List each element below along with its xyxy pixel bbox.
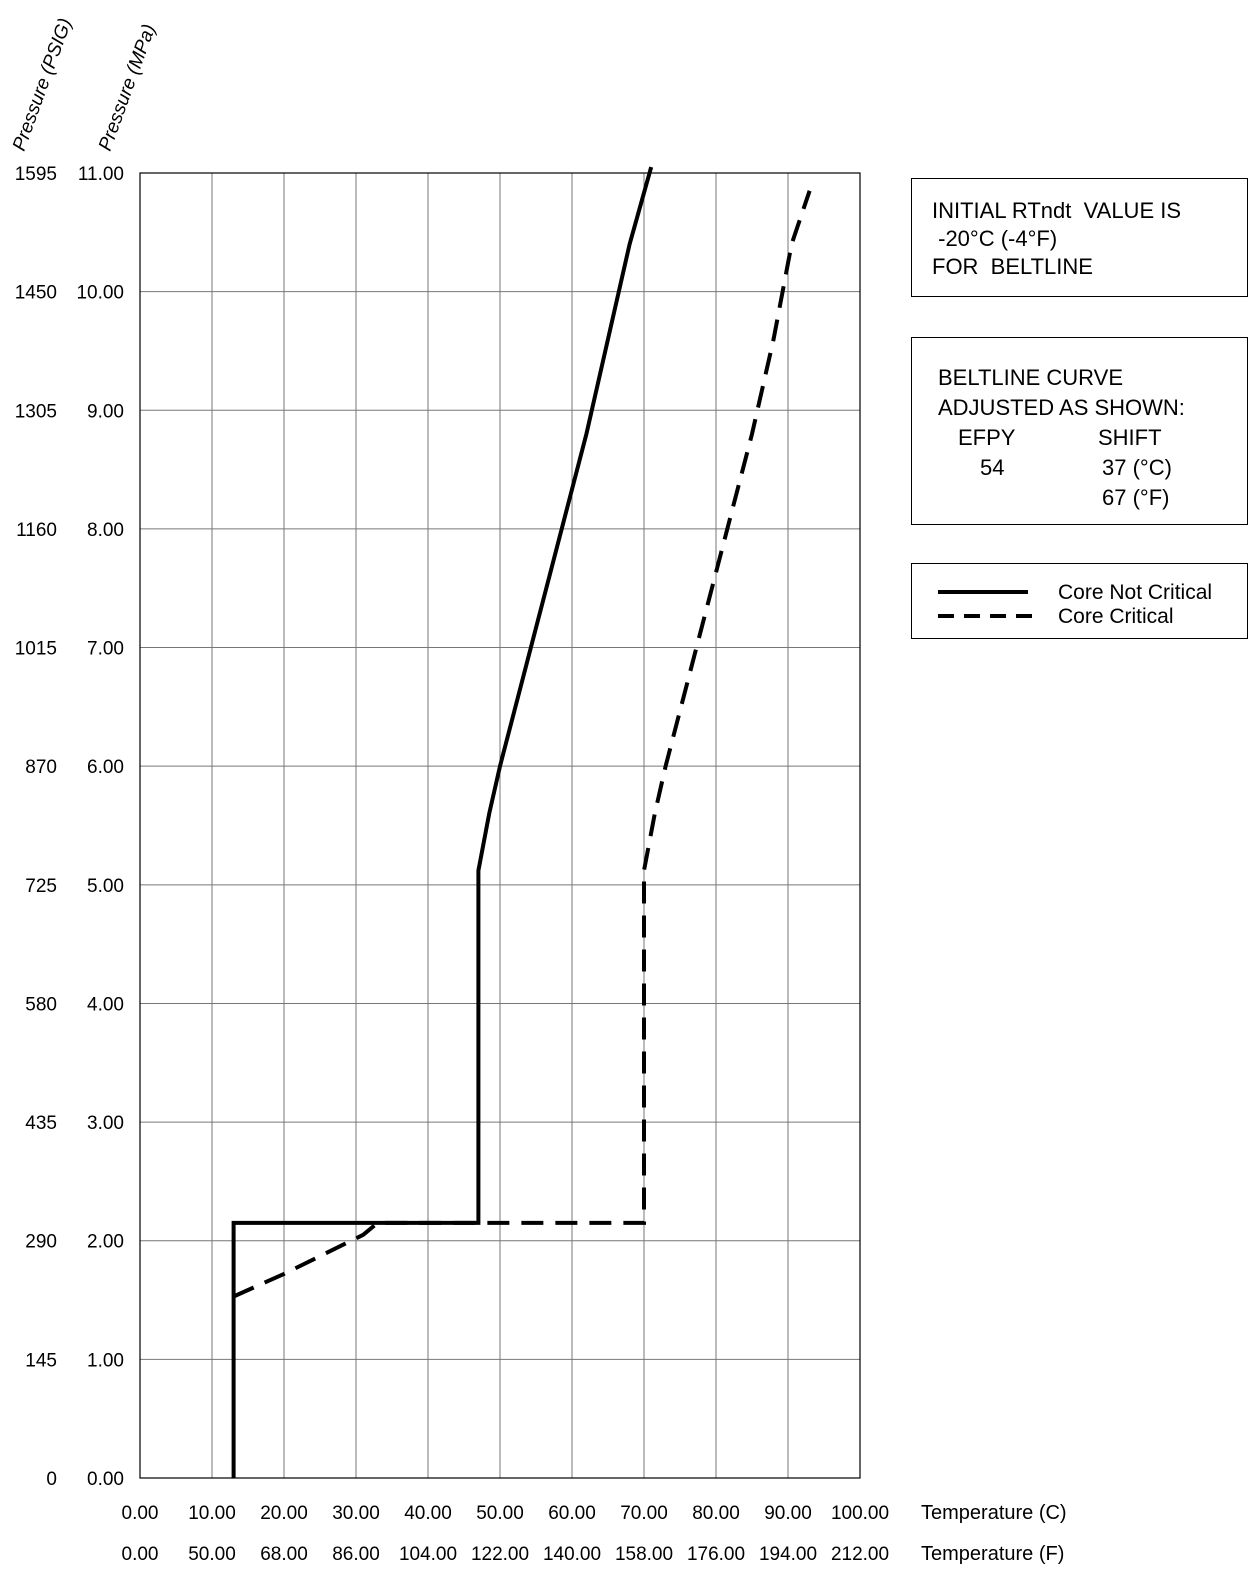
y-tick-label-psig: 435 <box>25 1113 57 1134</box>
x-tick-label-fahrenheit: 176.00 <box>687 1544 745 1565</box>
y-tick-label-mpa: 5.00 <box>87 876 124 897</box>
x-tick-label-celsius: 10.00 <box>188 1503 236 1524</box>
series-layer <box>231 166 812 1478</box>
x-tick-label-fahrenheit: 0.00 <box>122 1544 159 1565</box>
y-tick-label-mpa: 6.00 <box>87 757 124 778</box>
y-axis-title-psig: Pressure (PSIG) <box>9 16 76 154</box>
y-tick-label-psig: 870 <box>25 757 57 778</box>
grid-lines <box>140 173 860 1478</box>
x-tick-label-celsius: 30.00 <box>332 1503 380 1524</box>
x-tick-label-fahrenheit: 194.00 <box>759 1544 817 1565</box>
x-tick-label-fahrenheit: 212.00 <box>831 1544 889 1565</box>
y-tick-label-mpa: 2.00 <box>87 1232 124 1253</box>
shift-line-2: ADJUSTED AS SHOWN: <box>938 395 1185 420</box>
y-axis-title-mpa: Pressure (MPa) <box>95 22 160 154</box>
legend-swatch-dashed <box>938 614 1032 618</box>
y-tick-label-psig: 145 <box>25 1350 57 1371</box>
tick-labels: 0.00 0.00 10.00 50.00 20.00 68.00 30.00 86.00 40… <box>15 164 889 1565</box>
legend-label: Core Critical <box>1058 605 1174 628</box>
legend-swatch-solid <box>938 590 1028 594</box>
shift-value-fahrenheit: 67 (°F) <box>1102 485 1170 510</box>
y-tick-label-mpa: 11.00 <box>78 164 124 185</box>
y-tick-label-mpa: 4.00 <box>87 994 124 1015</box>
x-tick-label-fahrenheit: 140.00 <box>543 1544 601 1565</box>
y-tick-label-psig: 1160 <box>16 520 57 541</box>
rtndt-line-3: FOR BELTLINE <box>932 254 1093 279</box>
series-line-core-not-critical <box>231 166 654 1478</box>
y-tick-label-mpa: 1.00 <box>87 1350 124 1371</box>
y-tick-label-mpa: 9.00 <box>87 401 124 422</box>
y-tick-label-psig: 1595 <box>15 164 57 185</box>
chart-legend: Core Not Critical Core Critical <box>911 563 1248 639</box>
y-tick-label-psig: 580 <box>25 994 57 1015</box>
x-tick-label-celsius: 50.00 <box>476 1503 524 1524</box>
x-tick-label-celsius: 60.00 <box>548 1503 596 1524</box>
rtndt-line-2: -20°C (-4°F) <box>932 226 1058 251</box>
series-line-core-critical <box>232 190 812 1299</box>
y-tick-label-mpa: 0.00 <box>87 1469 124 1490</box>
x-tick-label-fahrenheit: 50.00 <box>188 1544 236 1565</box>
y-tick-label-psig: 725 <box>25 876 57 897</box>
y-tick-label-mpa: 7.00 <box>87 639 124 660</box>
x-tick-label-celsius: 80.00 <box>692 1503 740 1524</box>
x-tick-label-celsius: 90.00 <box>764 1503 812 1524</box>
efpy-header: EFPY <box>958 425 1016 450</box>
beltline-shift-note: BELTLINE CURVE ADJUSTED AS SHOWN: EFPY S… <box>911 337 1248 525</box>
shift-line-1: BELTLINE CURVE <box>938 365 1124 390</box>
shift-header: SHIFT <box>1098 425 1162 450</box>
y-tick-label-mpa: 3.00 <box>87 1113 124 1134</box>
x-tick-label-celsius: 40.00 <box>404 1503 452 1524</box>
efpy-value: 54 <box>980 455 1005 480</box>
x-tick-label-fahrenheit: 86.00 <box>332 1544 380 1565</box>
y-tick-label-psig: 1450 <box>15 283 57 304</box>
legend-item-core-critical: Core Critical <box>912 605 1247 630</box>
x-tick-label-celsius: 70.00 <box>620 1503 668 1524</box>
x-tick-label-celsius: 20.00 <box>260 1503 308 1524</box>
x-tick-label-fahrenheit: 122.00 <box>471 1544 529 1565</box>
x-tick-label-celsius: 100.00 <box>831 1503 889 1524</box>
x-tick-label-fahrenheit: 104.00 <box>399 1544 457 1565</box>
x-tick-label-fahrenheit: 158.00 <box>615 1544 673 1565</box>
y-tick-label-mpa: 8.00 <box>87 520 124 541</box>
y-tick-label-mpa: 10.00 <box>76 283 124 304</box>
initial-rtndt-note: INITIAL RTndt VALUE IS -20°C (-4°F) FOR … <box>911 178 1248 297</box>
legend-label: Core Not Critical <box>1058 581 1213 604</box>
shift-value-celsius: 37 (°C) <box>1102 455 1172 480</box>
x-axis-title-celsius: Temperature (C) <box>921 1502 1067 1524</box>
y-tick-label-psig: 0 <box>46 1469 57 1490</box>
x-tick-label-fahrenheit: 68.00 <box>260 1544 308 1565</box>
x-tick-label-celsius: 0.00 <box>122 1503 159 1524</box>
y-tick-label-psig: 290 <box>25 1232 57 1253</box>
legend-item-core-not-critical: Core Not Critical <box>912 581 1247 606</box>
x-axis-title-fahrenheit: Temperature (F) <box>921 1543 1064 1565</box>
y-tick-label-psig: 1015 <box>15 639 57 660</box>
y-tick-label-psig: 1305 <box>15 401 57 422</box>
plot-frame <box>139 172 861 1479</box>
rtndt-line-1: INITIAL RTndt VALUE IS <box>932 198 1182 223</box>
